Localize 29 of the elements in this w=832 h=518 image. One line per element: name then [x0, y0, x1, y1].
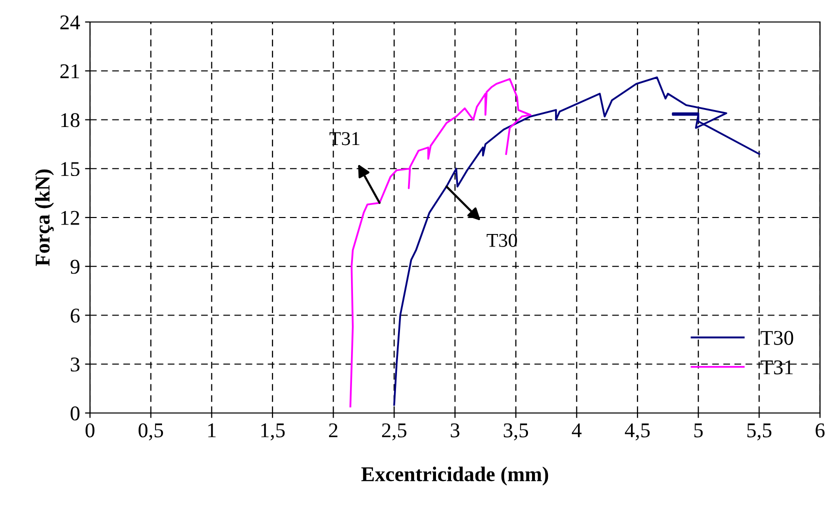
y-tick-label: 9 [70, 260, 80, 274]
x-tick-label: 0,5 [138, 423, 164, 440]
annotation: T30 [486, 234, 517, 247]
y-tick-label: 3 [70, 358, 80, 372]
x-tick-label: 2 [329, 423, 338, 438]
x-tick-label: 0 [86, 423, 94, 438]
x-tick-label: 4,5 [624, 423, 650, 440]
line-series [393, 76, 760, 406]
x-tick-label: 4 [572, 423, 582, 438]
y-tick-label: 18 [61, 113, 80, 128]
x-tick-label: 5 [694, 424, 703, 438]
x-axis-title: Excentricidade (mm) [361, 466, 548, 486]
y-tick-label: 12 [61, 210, 80, 225]
legend-label: T31 [760, 360, 793, 374]
x-tick-label: 6 [816, 423, 825, 438]
y-tick-label: 0 [70, 406, 80, 420]
y-tick-label: 21 [60, 64, 80, 78]
x-tick-label: 1,5 [261, 423, 285, 440]
x-tick-label: 3 [450, 423, 460, 438]
y-tick-label: 6 [70, 308, 80, 323]
y-axis-title: Força (kN) [34, 170, 54, 266]
legend-label: T30 [760, 330, 794, 345]
x-tick-label: 3,5 [504, 423, 528, 440]
annotation: T31 [330, 132, 360, 146]
y-tick-label: 24 [60, 15, 80, 30]
x-tick-label: 5,5 [747, 424, 772, 440]
x-tick-label: 1 [208, 423, 216, 438]
y-tick-label: 15 [61, 162, 80, 176]
x-tick-label: 2,5 [382, 423, 406, 440]
